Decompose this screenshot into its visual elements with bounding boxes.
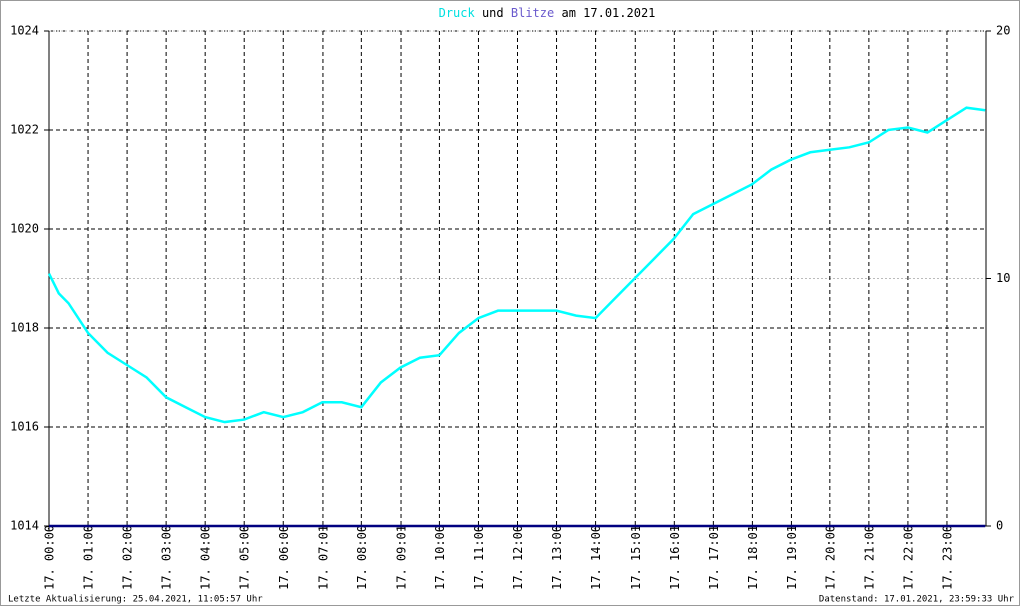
y-tick-label: 1024	[10, 24, 39, 38]
x-tick-label: 17. 18:01	[746, 525, 760, 590]
title-mid: und	[482, 6, 504, 20]
x-tick-label: 17. 17:01	[707, 525, 721, 590]
x-tick-label: 17. 07:01	[316, 525, 330, 590]
x-tick-label: 17. 23:00	[940, 525, 954, 590]
x-tick-label: 17. 09:01	[395, 525, 409, 590]
y2-tick-label: 10	[996, 271, 1010, 285]
footer-right: Datenstand: 17.01.2021, 23:59:33 Uhr	[819, 595, 1015, 605]
y-tick-label: 1022	[10, 123, 39, 137]
x-tick-label: 17. 13:00	[550, 525, 564, 590]
x-tick-label: 17. 15:01	[629, 525, 643, 590]
y2-tick-label: 20	[996, 24, 1010, 38]
y-tick-label: 1018	[10, 321, 39, 335]
x-tick-label: 17. 08:00	[355, 525, 369, 590]
x-tick-label: 17. 11:00	[472, 525, 486, 590]
chart-title: Druck und Blitze am 17.01.2021	[439, 6, 656, 20]
title-druck: Druck	[439, 6, 476, 20]
x-tick-label: 17. 20:00	[823, 525, 837, 590]
footer-left: Letzte Aktualisierung: 25.04.2021, 11:05…	[8, 595, 263, 605]
x-tick-label: 17. 21:00	[862, 525, 876, 590]
x-tick-label: 17. 12:00	[511, 525, 525, 590]
y-tick-label: 1016	[10, 420, 39, 434]
y-tick-label: 1014	[10, 519, 39, 533]
x-tick-label: 17. 19:01	[785, 525, 799, 590]
series-line	[47, 106, 986, 424]
x-tick-label: 17. 00:00	[43, 525, 57, 590]
x-tick-label: 17. 01:00	[82, 525, 96, 590]
x-tick-label: 17. 22:00	[901, 525, 915, 590]
x-tick-label: 17. 02:00	[121, 525, 135, 590]
title-end: am 17.01.2021	[561, 6, 655, 20]
x-tick-label: 17. 04:00	[199, 525, 213, 590]
title-blitze: Blitze	[511, 6, 554, 20]
x-tick-label: 17. 16:01	[668, 525, 682, 590]
x-tick-label: 17. 10:00	[433, 525, 447, 590]
y-tick-label: 1020	[10, 222, 39, 236]
x-tick-label: 17. 05:00	[238, 525, 252, 590]
y2-tick-label: 0	[996, 519, 1003, 533]
x-tick-label: 17. 06:00	[277, 525, 291, 590]
x-tick-label: 17. 14:00	[589, 525, 603, 590]
x-tick-label: 17. 03:00	[160, 525, 174, 590]
